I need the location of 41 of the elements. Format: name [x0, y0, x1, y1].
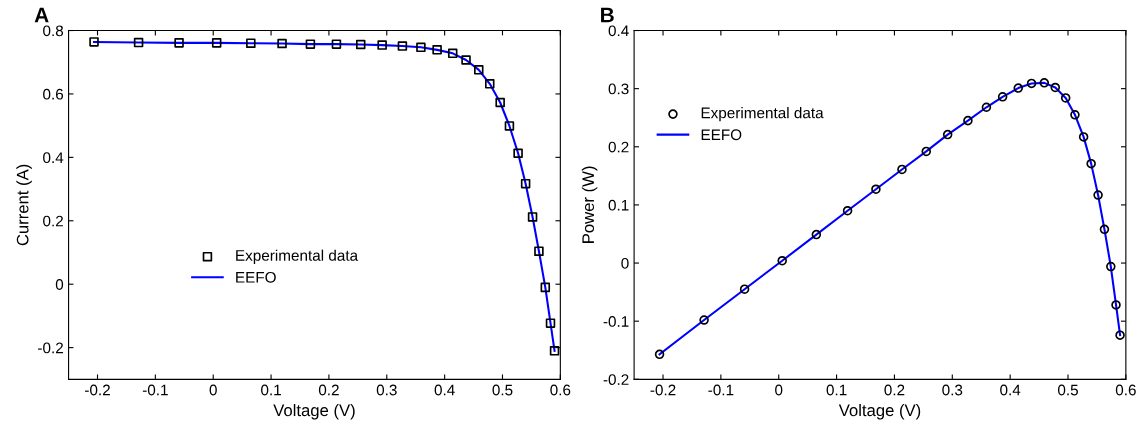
- x-tick-label: -0.1: [142, 384, 168, 396]
- legend-label: EEFO: [236, 271, 276, 283]
- legend-label: Experimental data: [701, 107, 824, 122]
- x-tick-label: 0.3: [942, 384, 963, 396]
- x-tick-label: 0.3: [376, 384, 397, 396]
- x-tick-label: 0.5: [492, 384, 513, 396]
- x-tick-label: -0.2: [650, 384, 676, 396]
- y-tick-label: 0.2: [608, 141, 629, 153]
- x-tick-label: 0.5: [1057, 384, 1078, 396]
- x-axis-title: Voltage (V): [838, 403, 921, 420]
- x-tick-label: 0.1: [826, 384, 847, 396]
- x-tick-label: 0.4: [1000, 384, 1021, 396]
- y-tick-label: -0.1: [603, 316, 629, 327]
- x-axis-title: Voltage (V): [273, 403, 355, 420]
- legend-label: EEFO: [701, 129, 742, 141]
- x-tick-label: 0.4: [434, 384, 455, 396]
- x-tick-label: -0.2: [85, 384, 110, 396]
- x-tick-label: 0.6: [550, 384, 571, 396]
- x-tick-label: 0.2: [884, 384, 905, 396]
- y-axis-title: Current (A): [16, 164, 32, 246]
- y-tick-label: 0.8: [43, 25, 64, 37]
- y-tick-label: 0: [621, 257, 629, 269]
- chart-title: A: [34, 7, 49, 23]
- y-tick-label: -0.2: [38, 342, 63, 354]
- y-axis-title: Power (W): [581, 166, 598, 243]
- legend-label: Experimental data: [236, 249, 359, 264]
- y-tick-label: 0.1: [608, 199, 629, 211]
- x-tick-label: 0.1: [261, 384, 281, 396]
- x-tick-label: -0.1: [708, 384, 734, 396]
- y-tick-label: 0.3: [608, 83, 629, 95]
- y-tick-label: 0.4: [608, 25, 629, 37]
- y-tick-label: 0.6: [43, 88, 64, 100]
- y-tick-label: 0.4: [43, 152, 64, 164]
- x-tick-label: 0.2: [318, 384, 339, 396]
- y-tick-label: 0.2: [43, 215, 63, 227]
- y-tick-label: 0: [55, 279, 64, 290]
- chart-title: B: [601, 7, 614, 23]
- y-tick-label: -0.2: [603, 374, 629, 386]
- x-tick-label: 0: [775, 384, 783, 396]
- x-tick-label: 0: [209, 384, 217, 396]
- x-tick-label: 0.6: [1115, 384, 1136, 396]
